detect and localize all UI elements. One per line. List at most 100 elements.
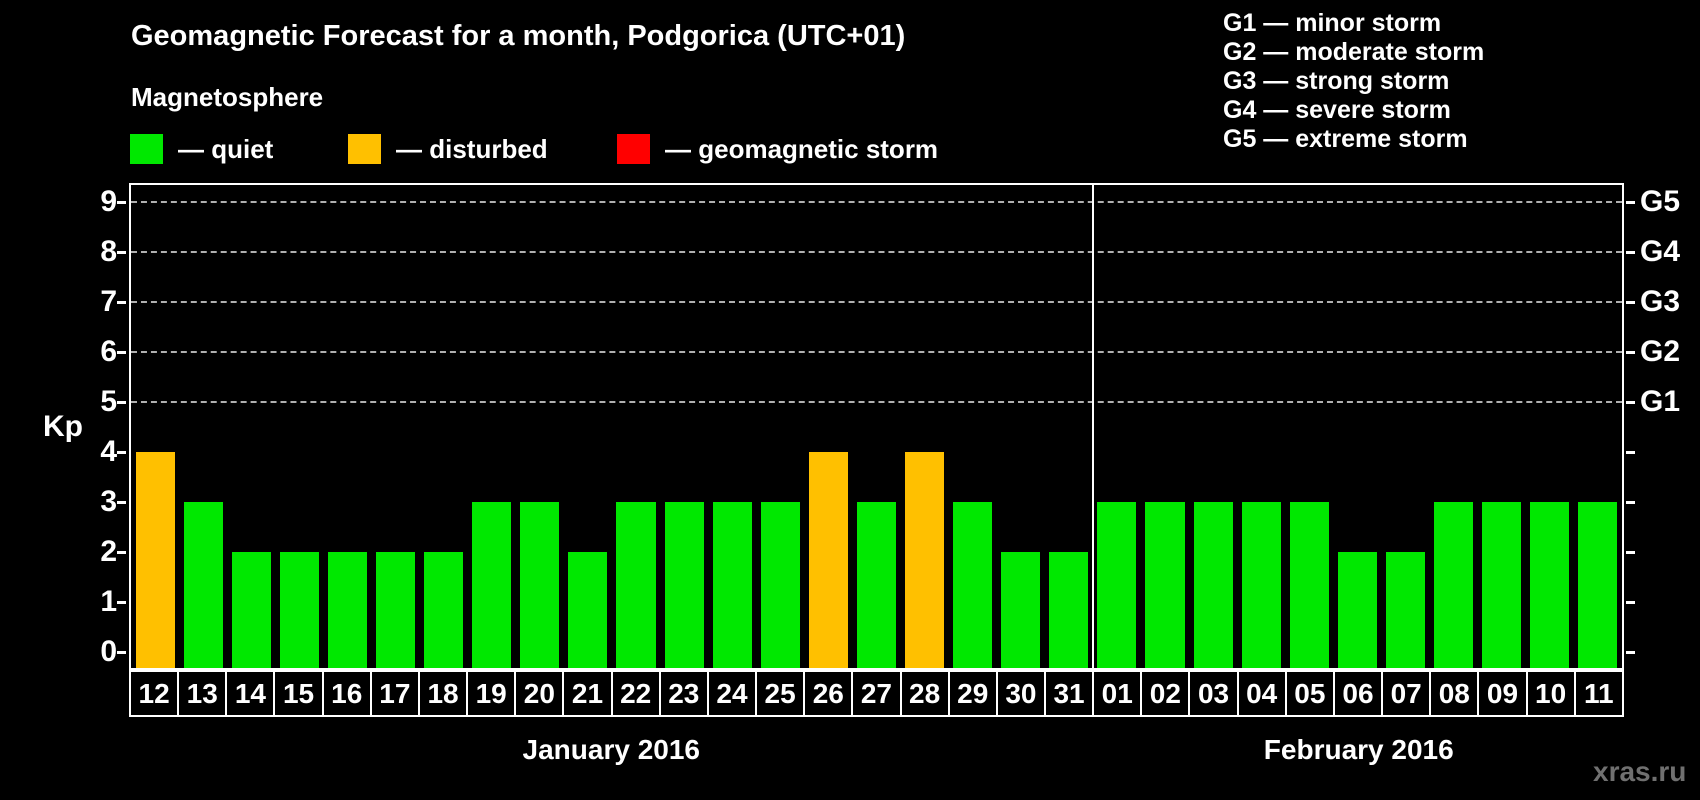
bar-slot xyxy=(179,185,227,668)
kp-bar-day-18 xyxy=(424,552,464,668)
kp-bar-day-15 xyxy=(279,552,319,668)
gridline xyxy=(131,401,1622,403)
right-axis-tick-mark xyxy=(1626,201,1635,204)
gridline xyxy=(131,201,1622,203)
bar-slot xyxy=(131,185,179,668)
y-axis-tick-label: 3 xyxy=(100,485,117,518)
day-cell: 07 xyxy=(1381,670,1432,717)
kp-bar-day-23 xyxy=(664,502,704,668)
y-axis-tick-mark xyxy=(117,351,126,354)
legend-item-label: — disturbed xyxy=(396,133,548,164)
bar-slot xyxy=(708,185,756,668)
kp-bar-day-27 xyxy=(856,502,896,668)
day-cell: 21 xyxy=(562,670,613,717)
kp-bar-day-08 xyxy=(1434,502,1474,668)
bar-slot xyxy=(1333,185,1381,668)
kp-bar-day-03 xyxy=(1193,502,1233,668)
kp-bar-day-02 xyxy=(1145,502,1185,668)
day-cell: 04 xyxy=(1236,670,1287,717)
g-level-label: G4 xyxy=(1640,235,1681,268)
y-axis-tick-mark xyxy=(117,301,126,304)
bar-slot xyxy=(612,185,660,668)
bar-slot xyxy=(1381,185,1429,668)
y-axis-tick-label: 8 xyxy=(100,235,117,268)
legend-item-label: — geomagnetic storm xyxy=(665,133,939,164)
gridline xyxy=(131,351,1622,353)
bar-slot xyxy=(1285,185,1333,668)
right-axis-tick-mark xyxy=(1626,451,1635,454)
bar-slot xyxy=(564,185,612,668)
bar-slot xyxy=(420,185,468,668)
kp-bar-day-28 xyxy=(905,452,945,668)
kp-bar-day-29 xyxy=(953,502,993,668)
bar-slot xyxy=(1141,185,1189,668)
y-axis-tick-label: 0 xyxy=(100,635,117,668)
g-level-label: G2 xyxy=(1640,335,1681,368)
day-cell: 13 xyxy=(177,670,228,717)
day-cell: 30 xyxy=(995,670,1046,717)
g-level-label: G3 xyxy=(1640,285,1681,318)
g-legend-item: G3 — strong storm xyxy=(1223,67,1450,95)
day-cell: 08 xyxy=(1429,670,1480,717)
day-cell: 19 xyxy=(466,670,517,717)
bar-slot xyxy=(852,185,900,668)
day-axis: 12 13 14 15 16 17 18 19 20 21 22 23 24 25 26 27 28 29 30 31… xyxy=(129,670,1624,717)
right-axis-tick-mark xyxy=(1626,501,1635,504)
y-axis-tick-label: 2 xyxy=(100,535,117,568)
month-separator-line xyxy=(1091,185,1094,668)
day-cell: 29 xyxy=(947,670,998,717)
bar-slot xyxy=(1574,185,1622,668)
day-cell: 26 xyxy=(803,670,854,717)
kp-bar-day-20 xyxy=(520,502,560,668)
bar-slot xyxy=(323,185,371,668)
day-cell: 17 xyxy=(369,670,420,717)
bar-slot xyxy=(1237,185,1285,668)
kp-bar-day-17 xyxy=(375,552,416,668)
bar-slot xyxy=(1189,185,1237,668)
kp-bar-day-06 xyxy=(1337,552,1377,668)
day-cell: 11 xyxy=(1573,670,1624,717)
legend-item-storm: — geomagnetic storm xyxy=(617,133,938,165)
day-cell: 14 xyxy=(225,670,276,717)
bar-slot xyxy=(901,185,949,668)
g-level-label: G1 xyxy=(1640,385,1681,418)
legend-swatch-quiet xyxy=(130,134,163,164)
day-cell: 03 xyxy=(1188,670,1239,717)
kp-bar-day-11 xyxy=(1578,502,1618,668)
bar-slot xyxy=(1430,185,1478,668)
right-axis-tick-mark xyxy=(1626,601,1635,604)
kp-bar-day-26 xyxy=(808,452,848,668)
y-axis-tick-mark xyxy=(117,451,126,454)
y-axis-tick-mark xyxy=(117,401,126,404)
bar-slot xyxy=(997,185,1045,668)
bar-slot xyxy=(1045,185,1093,668)
day-cell: 02 xyxy=(1140,670,1191,717)
kp-bar-day-04 xyxy=(1241,502,1281,668)
g-legend-item: G1 — minor storm xyxy=(1223,9,1442,37)
y-axis-tick-label: 4 xyxy=(100,435,117,468)
y-axis-tick-mark xyxy=(117,651,126,654)
day-cell: 27 xyxy=(851,670,902,717)
month-labels: January 2016 February 2016 xyxy=(129,734,1624,774)
day-cell: 12 xyxy=(129,670,180,717)
kp-bar-day-07 xyxy=(1385,552,1426,668)
gridline xyxy=(131,301,1622,303)
right-axis-tick-mark xyxy=(1626,301,1635,304)
month-label: February 2016 xyxy=(1263,734,1454,765)
kp-bar-day-30 xyxy=(1001,552,1041,668)
right-axis-tick-mark xyxy=(1626,401,1635,404)
day-cell: 31 xyxy=(1043,670,1095,717)
day-cell: 22 xyxy=(610,670,661,717)
y-axis-tick-label: 6 xyxy=(100,335,117,368)
g-legend-item: G5 — extreme storm xyxy=(1223,125,1468,153)
bar-slot xyxy=(227,185,275,668)
kp-bar-day-01 xyxy=(1097,502,1137,668)
day-cell: 23 xyxy=(658,670,709,717)
page-title: Geomagnetic Forecast for a month, Podgor… xyxy=(131,20,906,52)
y-axis-tick-label: 1 xyxy=(100,585,117,618)
day-cell: 06 xyxy=(1332,670,1384,717)
day-cell: 05 xyxy=(1284,670,1335,717)
month-label: January 2016 xyxy=(522,734,700,765)
legend-item-disturbed: — disturbed xyxy=(348,133,548,165)
